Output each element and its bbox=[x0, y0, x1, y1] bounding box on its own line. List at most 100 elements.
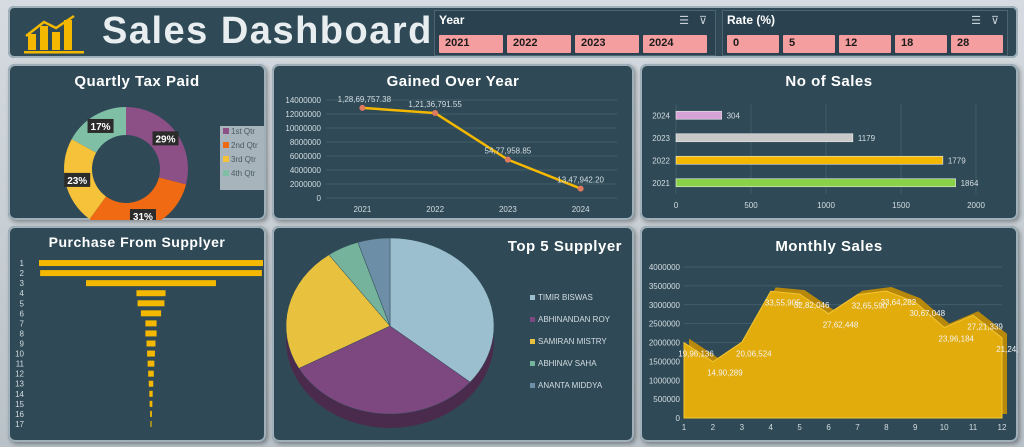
legend-swatch bbox=[530, 383, 535, 388]
slicer-item-2023[interactable]: 2023 bbox=[575, 35, 639, 53]
data-label: 33,55,905 bbox=[765, 298, 801, 307]
data-label: 1,21,36,791.55 bbox=[408, 100, 462, 109]
tax-chart-title: Quartly Tax Paid bbox=[74, 73, 200, 90]
data-label-box bbox=[87, 118, 114, 133]
bar-chart-logo-icon bbox=[24, 14, 84, 54]
bar bbox=[675, 155, 944, 165]
x-tick-label: 2 bbox=[711, 423, 716, 432]
y-tick-label: 11 bbox=[16, 360, 25, 369]
bar bbox=[150, 410, 152, 417]
legend-swatch bbox=[530, 361, 535, 366]
y-tick-label: 1500000 bbox=[649, 357, 681, 366]
year-slicer: Year ☰ ⊽ 2021 2022 2023 2024 bbox=[434, 10, 716, 56]
monthly-chart-title: Monthly Sales bbox=[775, 238, 883, 255]
data-point bbox=[504, 156, 511, 163]
x-tick-label: 500 bbox=[744, 201, 758, 210]
y-tick-label: 16 bbox=[15, 410, 24, 419]
slicer-item-2021[interactable]: 2021 bbox=[439, 35, 503, 53]
legend-swatch bbox=[223, 156, 229, 162]
bar bbox=[150, 420, 152, 427]
clear-filter-icon[interactable]: ⊽ bbox=[990, 15, 999, 27]
clear-filter-icon[interactable]: ⊽ bbox=[698, 15, 707, 27]
donut-hole bbox=[93, 136, 159, 202]
legend-label: 2nd Qtr bbox=[231, 141, 258, 150]
data-label: 17% bbox=[91, 122, 111, 133]
x-tick-label: 1500 bbox=[892, 201, 910, 210]
top5-pie-chart[interactable]: TIMIR BISWAS ABHINANDAN ROY SAMIRAN MISTRY… bbox=[272, 226, 634, 442]
slicer-item-5[interactable]: 5 bbox=[783, 35, 835, 53]
monthly-area-chart[interactable]: 0 500000 1000000 1500000 2000000 2500000 30000… bbox=[640, 226, 1018, 442]
year-slicer-label: Year bbox=[439, 13, 465, 27]
bar bbox=[145, 330, 157, 337]
bar bbox=[147, 360, 155, 367]
slicer-item-12[interactable]: 12 bbox=[839, 35, 891, 53]
y-tick-label: 2022 bbox=[652, 156, 670, 165]
gained-panel: Gained Over Year 0 2000000 4000000 6000000 8… bbox=[272, 64, 634, 220]
bar bbox=[148, 380, 154, 387]
bar bbox=[149, 390, 153, 397]
data-label-box bbox=[129, 209, 156, 220]
y-tick-label: 2000000 bbox=[290, 180, 322, 189]
gained-line-chart[interactable]: 0 2000000 4000000 6000000 8000000 10000000 120… bbox=[272, 64, 634, 220]
nosales-chart-title: No of Sales bbox=[785, 73, 873, 90]
legend-swatch bbox=[530, 317, 535, 322]
x-tick-label: 2000 bbox=[967, 201, 985, 210]
y-tick-label: 6 bbox=[20, 309, 25, 318]
data-label: 30,67,048 bbox=[909, 309, 945, 318]
legend-label: 3rd Qtr bbox=[231, 155, 256, 164]
data-label: 33,64,282 bbox=[881, 298, 917, 307]
bar bbox=[147, 350, 155, 357]
y-tick-label: 14000000 bbox=[285, 96, 321, 105]
x-tick-label: 1 bbox=[682, 423, 687, 432]
tax-donut-chart[interactable]: 29% 31% 23% 17% 1st Qtr 2nd Qtr 3rd Qtr 4th Qtr bbox=[8, 64, 266, 220]
slicer-item-28[interactable]: 28 bbox=[951, 35, 1003, 53]
bar bbox=[148, 370, 154, 377]
y-tick-label: 5 bbox=[20, 299, 25, 308]
y-tick-label: 3000000 bbox=[649, 301, 681, 310]
data-label: 1779 bbox=[948, 156, 966, 165]
area-series bbox=[683, 290, 1003, 419]
y-tick-label: 8000000 bbox=[290, 138, 322, 147]
data-label: 13,47,942.20 bbox=[557, 176, 604, 185]
y-tick-label: 12000000 bbox=[285, 110, 321, 119]
data-label: 21,24,662 bbox=[996, 345, 1018, 354]
nosales-bar-chart[interactable]: 0 500 1000 1500 2000 2021 1864 2022 1779 2023 1179… bbox=[640, 64, 1018, 220]
pie-slice bbox=[298, 325, 471, 415]
bar bbox=[146, 340, 156, 347]
data-label: 32,82,046 bbox=[794, 301, 830, 310]
pie-slice bbox=[357, 237, 391, 327]
y-tick-label: 4000000 bbox=[290, 166, 322, 175]
bar bbox=[40, 270, 262, 277]
legend-swatch bbox=[223, 142, 229, 148]
y-tick-label: 2023 bbox=[652, 134, 670, 143]
data-label: 19,96,136 bbox=[678, 350, 714, 359]
data-label-box bbox=[152, 131, 179, 146]
data-label: 1864 bbox=[961, 179, 979, 188]
bar bbox=[675, 133, 854, 143]
data-label-box bbox=[64, 172, 91, 187]
multi-select-icon[interactable]: ☰ bbox=[679, 15, 689, 27]
slicer-item-18[interactable]: 18 bbox=[895, 35, 947, 53]
bar bbox=[86, 280, 216, 287]
legend-label: SAMIRAN MISTRY bbox=[538, 337, 607, 346]
y-tick-label: 2021 bbox=[652, 179, 670, 188]
slicer-item-0[interactable]: 0 bbox=[727, 35, 779, 53]
y-tick-label: 1 bbox=[20, 259, 25, 268]
multi-select-icon[interactable]: ☰ bbox=[971, 15, 981, 27]
y-tick-label: 15 bbox=[15, 400, 24, 409]
slicer-item-2024[interactable]: 2024 bbox=[643, 35, 707, 53]
y-tick-label: 2000000 bbox=[649, 339, 681, 348]
bar bbox=[149, 400, 153, 407]
y-tick-label: 4 bbox=[20, 289, 25, 298]
data-label: 27,62,448 bbox=[823, 321, 859, 330]
bar bbox=[136, 290, 166, 297]
slicer-item-2022[interactable]: 2022 bbox=[507, 35, 571, 53]
data-label: 20,06,524 bbox=[736, 349, 772, 358]
x-tick-label: 2021 bbox=[353, 205, 371, 214]
legend-label: 4th Qtr bbox=[231, 169, 256, 178]
header-bar: Sales Dashboard Year ☰ ⊽ 2021 2022 2023 … bbox=[8, 6, 1018, 58]
x-tick-label: 7 bbox=[855, 423, 860, 432]
data-label: 23,96,184 bbox=[938, 335, 974, 344]
x-tick-label: 3 bbox=[740, 423, 745, 432]
